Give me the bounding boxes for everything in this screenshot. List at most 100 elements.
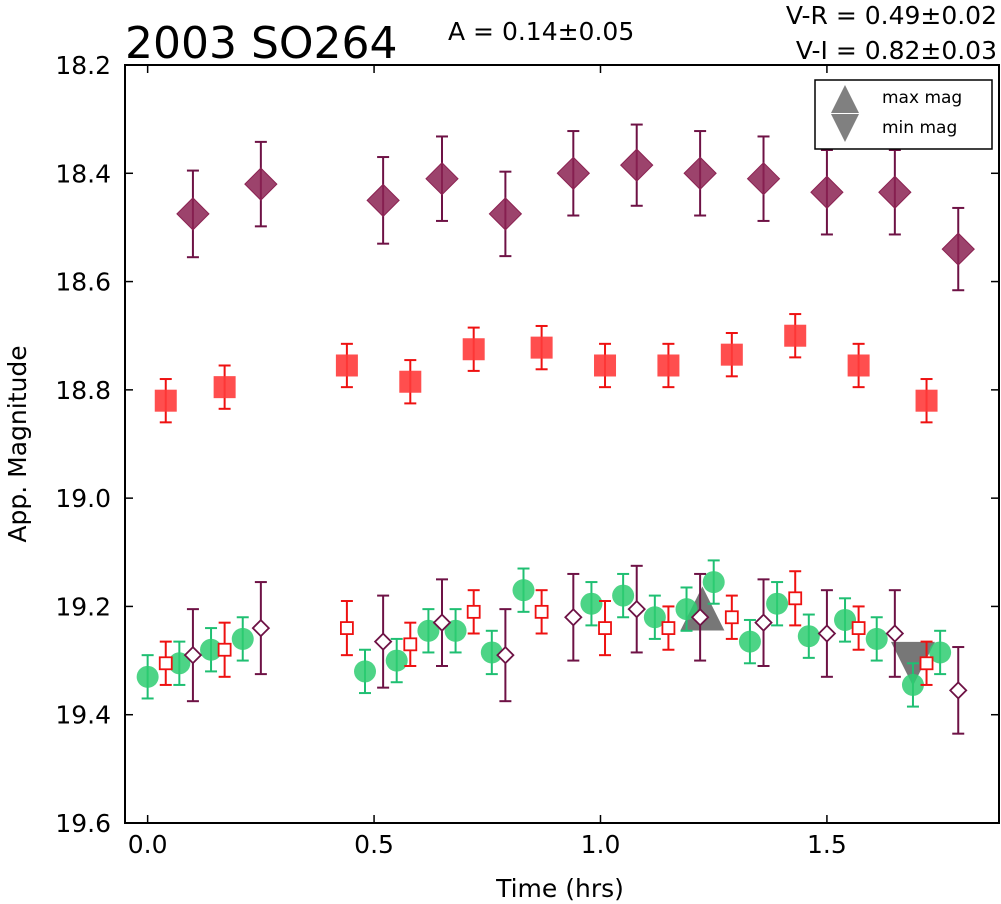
square-marker bbox=[530, 336, 553, 359]
axis-ticks: 0.0 0.5 1.0 1.5 18.2 18.4 18.6 18.8 19.0 19.2 19.4… bbox=[55, 51, 999, 859]
diamond-marker bbox=[810, 175, 844, 209]
circle-marker bbox=[643, 606, 666, 629]
circle-marker bbox=[512, 579, 535, 602]
circle-marker bbox=[385, 649, 408, 672]
data-point bbox=[373, 594, 393, 689]
data-point bbox=[530, 324, 553, 371]
data-point bbox=[335, 342, 358, 389]
open-square-marker bbox=[339, 621, 354, 635]
x-tick-label: 1.5 bbox=[807, 830, 847, 859]
diamond-marker bbox=[683, 156, 717, 190]
data-point bbox=[738, 618, 761, 665]
data-point bbox=[643, 594, 666, 640]
data-point bbox=[200, 627, 223, 673]
data-point bbox=[834, 597, 857, 643]
data-point bbox=[217, 621, 232, 678]
square-marker bbox=[720, 343, 743, 366]
y-tick-label: 19.2 bbox=[55, 592, 111, 621]
open-diamond-marker bbox=[251, 618, 271, 638]
data-point bbox=[594, 342, 617, 389]
data-point bbox=[797, 613, 820, 659]
circle-marker bbox=[834, 608, 857, 631]
circle-marker bbox=[702, 571, 725, 594]
data-point bbox=[136, 654, 159, 700]
data-point bbox=[901, 662, 924, 708]
x-axis-label: Time (hrs) bbox=[495, 874, 624, 903]
y-tick-label: 18.4 bbox=[55, 159, 111, 188]
data-point bbox=[690, 572, 710, 662]
x-tick-label: 1.0 bbox=[581, 830, 621, 859]
data-point bbox=[915, 378, 938, 424]
square-marker bbox=[657, 354, 680, 377]
data-point bbox=[702, 559, 725, 605]
data-point bbox=[929, 629, 952, 676]
diamond-marker bbox=[176, 197, 210, 231]
data-point bbox=[675, 586, 698, 632]
circle-marker bbox=[480, 641, 503, 664]
data-point bbox=[251, 581, 271, 676]
data-point bbox=[754, 578, 773, 667]
open-diamond-marker bbox=[754, 613, 773, 632]
data-point bbox=[620, 123, 654, 207]
data-point bbox=[720, 332, 743, 378]
open-square-marker bbox=[534, 604, 549, 619]
open-square-marker bbox=[851, 621, 866, 635]
open-square-marker bbox=[788, 591, 803, 606]
circle-marker bbox=[865, 627, 888, 650]
diamond-marker bbox=[244, 167, 278, 201]
data-point bbox=[158, 640, 173, 686]
open-diamond-marker bbox=[564, 607, 583, 627]
data-point bbox=[417, 608, 440, 654]
data-point bbox=[244, 140, 278, 228]
data-point bbox=[580, 581, 603, 627]
data-point bbox=[948, 646, 968, 735]
y-tick-label: 18.8 bbox=[55, 376, 111, 405]
square-marker bbox=[594, 354, 617, 377]
data-point bbox=[496, 608, 515, 703]
chart-title: 2003 SO264 bbox=[125, 18, 398, 69]
y-tick-label: 18.2 bbox=[55, 51, 111, 80]
data-point bbox=[847, 342, 870, 389]
data-point bbox=[183, 608, 203, 703]
data-point bbox=[168, 640, 191, 686]
legend-max-label: max mag bbox=[882, 88, 962, 108]
data-point bbox=[488, 170, 523, 258]
diamond-marker bbox=[941, 232, 975, 266]
open-square-marker bbox=[598, 621, 612, 635]
open-diamond-marker bbox=[690, 607, 710, 627]
data-point bbox=[354, 648, 377, 695]
data-point bbox=[612, 572, 635, 619]
open-diamond-marker bbox=[885, 624, 905, 643]
open-square-marker bbox=[158, 656, 173, 671]
legend: max mag min mag bbox=[814, 79, 993, 150]
open-square-marker bbox=[403, 637, 418, 652]
diamond-marker bbox=[620, 148, 654, 182]
data-point bbox=[865, 616, 888, 662]
data-point bbox=[213, 364, 236, 410]
data-point bbox=[556, 130, 591, 217]
plot-marks bbox=[136, 123, 975, 735]
circle-marker bbox=[766, 592, 789, 615]
x-tick-label: 0.5 bbox=[354, 830, 394, 859]
open-square-marker bbox=[919, 656, 934, 671]
circle-marker bbox=[738, 630, 761, 653]
data-point bbox=[817, 589, 837, 678]
open-diamond-marker bbox=[948, 681, 968, 700]
diamond-marker bbox=[366, 183, 400, 218]
square-marker bbox=[784, 324, 807, 347]
diamond-marker bbox=[488, 197, 523, 231]
data-point bbox=[385, 637, 408, 684]
circle-marker bbox=[231, 627, 254, 650]
circle-marker bbox=[354, 660, 377, 683]
open-square-marker bbox=[661, 621, 676, 635]
legend-min-label: min mag bbox=[882, 118, 957, 138]
open-square-marker bbox=[217, 642, 232, 657]
circle-marker bbox=[901, 673, 924, 696]
circle-marker bbox=[168, 652, 191, 675]
diamond-marker bbox=[556, 156, 591, 190]
y-tick-label: 19.4 bbox=[55, 701, 111, 730]
y-tick-label: 19.0 bbox=[55, 484, 111, 513]
data-point bbox=[788, 570, 803, 627]
legend-min-marker-icon bbox=[831, 114, 859, 142]
